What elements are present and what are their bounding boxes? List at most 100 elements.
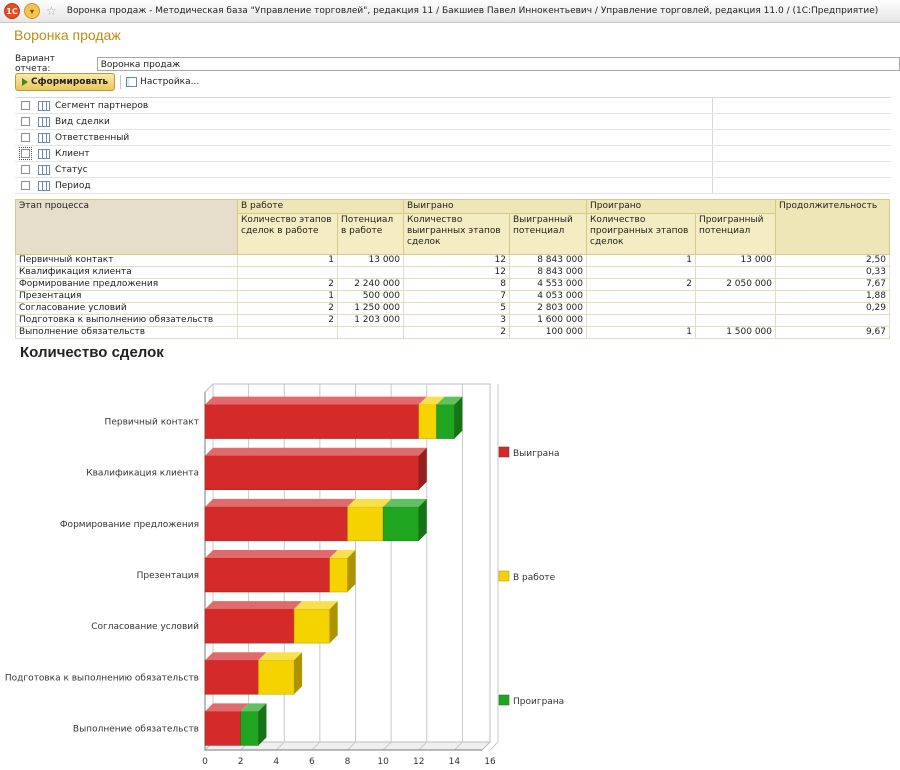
grid-floor-line xyxy=(454,741,463,751)
cell-won-potential: 8 843 000 xyxy=(509,254,587,267)
table-row[interactable]: Подготовка к выполнению обязательств 2 1 2… xyxy=(15,314,890,327)
cell-lost-potential: 2 050 000 xyxy=(695,278,776,291)
table-row[interactable]: Формирование предложения 2 2 240 000 8 4 553… xyxy=(15,278,890,291)
field-icon xyxy=(38,132,50,143)
legend-swatch xyxy=(498,446,510,458)
filter-checkbox[interactable] xyxy=(21,181,30,190)
field-icon xyxy=(38,164,50,175)
filter-row-client[interactable]: Клиент xyxy=(15,146,891,162)
cell-in-work-count: 2 xyxy=(237,278,338,291)
filter-label: Статус xyxy=(55,164,88,175)
bar-top xyxy=(329,550,356,558)
grid-floor-line xyxy=(275,741,285,751)
grid-floor-line xyxy=(347,741,356,751)
report-table: Этап процесса В работе Выиграно Проигран… xyxy=(15,199,890,339)
y-category-label: Выполнение обязательств xyxy=(73,724,199,734)
deals-chart: 0 2 4 6 8 10 12 14 16 Первичный контакт Квалификац… xyxy=(5,383,564,767)
bar-segment xyxy=(436,404,455,439)
cell-stage: Первичный контакт xyxy=(15,254,238,267)
app-logo-icon[interactable]: 1С xyxy=(4,3,20,19)
bar-segment xyxy=(347,506,384,542)
table-row[interactable]: Первичный контакт 1 13 000 12 8 843 000 1 13 0… xyxy=(15,254,890,267)
bar-top xyxy=(205,550,338,558)
table-row[interactable]: Согласование условий 2 1 250 000 5 2 803 000… xyxy=(15,302,890,315)
bar-segment xyxy=(204,404,419,439)
legend-label: Выиграна xyxy=(513,449,560,459)
cell-lost-count xyxy=(586,266,696,279)
table-row[interactable]: Выполнение обязательств 2 100 000 1 1 500 00… xyxy=(15,326,890,339)
filter-checkbox[interactable] xyxy=(21,117,30,126)
filter-row-period[interactable]: Период xyxy=(15,178,891,194)
cell-in-work-count: 1 xyxy=(237,290,338,303)
legend-label: В работе xyxy=(513,573,556,583)
generate-button[interactable]: Сформировать xyxy=(15,73,116,91)
x-tick-label: 8 xyxy=(345,757,351,767)
cell-lost-count xyxy=(586,314,696,327)
cell-lost-potential xyxy=(695,314,776,327)
field-icon xyxy=(38,180,50,191)
bar-top xyxy=(205,396,427,405)
filter-checkbox[interactable] xyxy=(21,165,30,174)
main-menu-icon[interactable]: ▾ xyxy=(24,3,40,19)
filter-checkbox[interactable] xyxy=(19,147,32,160)
settings-button[interactable]: Настройка... xyxy=(126,77,199,87)
bar-top xyxy=(205,703,249,712)
filter-checkbox[interactable] xyxy=(21,101,30,110)
cell-won-count: 3 xyxy=(403,314,510,327)
cell-lost-potential: 1 500 000 xyxy=(695,326,776,339)
bar-side xyxy=(418,447,427,490)
favorites-star-icon[interactable]: ☆ xyxy=(46,4,57,18)
bar-side xyxy=(418,498,427,541)
cell-stage: Выполнение обязательств xyxy=(15,326,238,339)
chart-title: Количество сделок xyxy=(20,344,164,361)
settings-icon xyxy=(126,77,138,87)
cell-duration: 2,50 xyxy=(775,254,890,267)
bar-segment xyxy=(258,660,295,695)
column-divider xyxy=(712,114,713,129)
header-count-in-work: Количество этапов сделок в работе xyxy=(237,213,338,255)
cell-lost-count: 1 xyxy=(586,254,696,267)
cell-won-potential: 1 600 000 xyxy=(509,314,587,327)
header-lost-potential: Проигранный потенциал xyxy=(695,213,776,255)
filter-label: Сегмент партнеров xyxy=(55,100,149,111)
generate-button-label: Сформировать xyxy=(31,77,109,87)
y-category-label: Формирование предложения xyxy=(60,520,199,530)
bar-top xyxy=(205,447,427,456)
field-icon xyxy=(38,100,50,111)
header-count-lost: Количество проигранных этапов сделок xyxy=(586,213,696,255)
variant-field[interactable]: Воронка продаж xyxy=(96,57,900,71)
y-category-label: Подготовка к выполнению обязательств xyxy=(5,673,199,683)
cell-in-work-count: 2 xyxy=(237,302,338,315)
header-stage: Этап процесса xyxy=(15,199,238,255)
x-tick-label: 12 xyxy=(413,757,424,767)
filter-row-responsible[interactable]: Ответственный xyxy=(15,130,891,146)
bar-top xyxy=(383,498,427,507)
cell-won-count: 12 xyxy=(403,254,510,267)
bar-side xyxy=(294,652,303,695)
bar-top xyxy=(258,652,303,661)
window-title: Воронка продаж - Методическая база "Упра… xyxy=(66,6,879,16)
header-duration: Продолжительность xyxy=(775,199,890,255)
field-icon xyxy=(38,148,50,159)
filter-checkbox[interactable] xyxy=(21,133,30,142)
cell-stage: Презентация xyxy=(15,290,238,303)
cell-duration: 0,29 xyxy=(775,302,890,315)
bar-segment xyxy=(329,557,348,593)
cell-won-potential: 100 000 xyxy=(509,326,587,339)
column-divider xyxy=(712,146,713,161)
bar-side xyxy=(454,396,463,439)
table-row[interactable]: Квалификация клиента 12 8 843 000 0,33 xyxy=(15,266,890,279)
table-body: Первичный контакт 1 13 000 12 8 843 000 1 13 0… xyxy=(15,254,890,339)
cell-lost-count xyxy=(586,290,696,303)
legend-label: Проиграна xyxy=(513,697,564,707)
cell-lost-potential xyxy=(695,266,776,279)
filter-list: Сегмент партнеров Вид сделки Ответственн… xyxy=(15,97,891,194)
table-row[interactable]: Презентация 1 500 000 7 4 053 000 1,88 xyxy=(15,290,890,303)
filter-row-segment[interactable]: Сегмент партнеров xyxy=(15,98,891,114)
column-divider xyxy=(712,98,713,113)
x-tick-label: 2 xyxy=(238,757,244,767)
filter-row-deal-type[interactable]: Вид сделки xyxy=(15,114,891,130)
filter-label: Клиент xyxy=(55,148,90,159)
cell-in-work-potential: 13 000 xyxy=(337,254,404,267)
filter-row-status[interactable]: Статус xyxy=(15,162,891,178)
